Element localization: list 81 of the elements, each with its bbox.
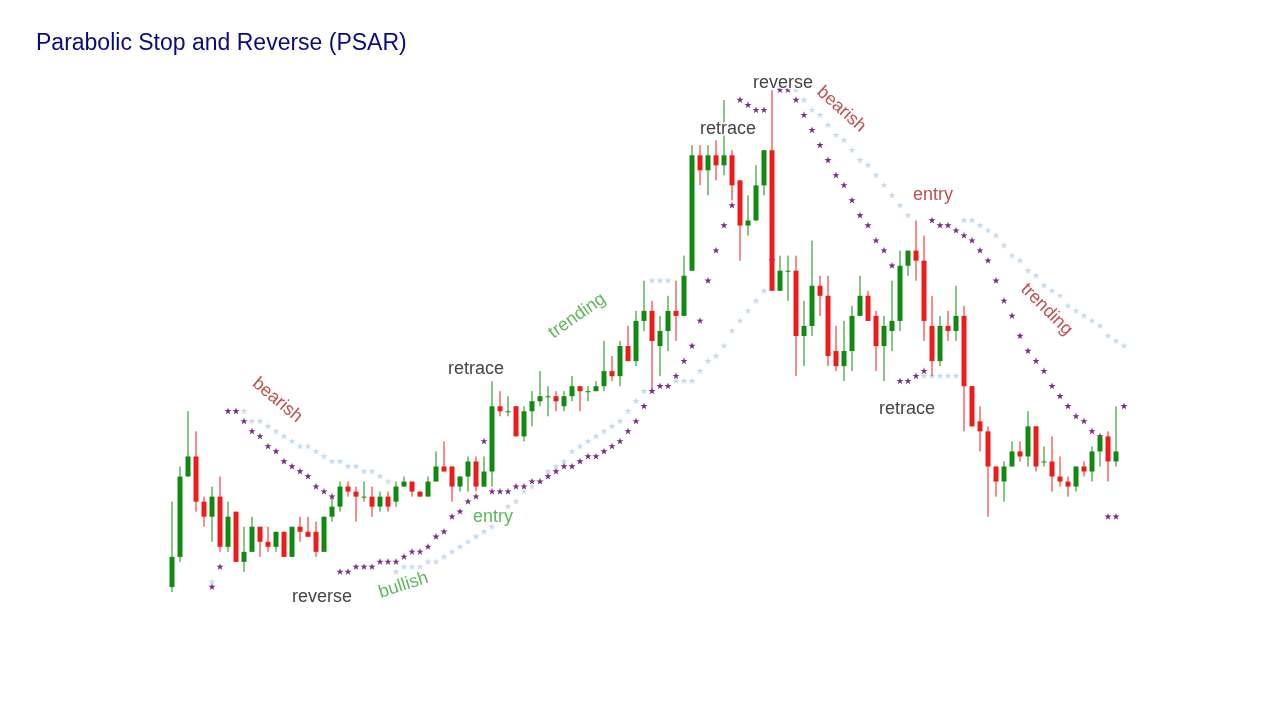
candlestick <box>1057 455 1063 488</box>
candlestick <box>1073 466 1079 493</box>
candlestick <box>1001 460 1007 503</box>
candlestick <box>601 340 607 392</box>
candlestick <box>449 466 455 503</box>
annotation: entry <box>472 506 514 526</box>
candlestick <box>209 486 215 543</box>
chart-title: Parabolic Stop and Reverse (PSAR) <box>36 29 407 55</box>
candlestick <box>889 280 895 352</box>
candlestick <box>297 516 303 543</box>
candlestick <box>353 486 359 523</box>
candlestick <box>433 450 439 483</box>
candlestick <box>369 486 375 518</box>
annotation: retrace <box>447 358 505 378</box>
candlestick <box>665 295 671 352</box>
candlestick <box>497 390 503 417</box>
candlestick <box>1097 435 1103 467</box>
annotation: bullish <box>375 566 431 602</box>
candlestick <box>185 410 191 478</box>
candlestick <box>377 491 383 513</box>
candlestick <box>465 455 471 493</box>
candlestick <box>625 325 631 362</box>
candlestick <box>1041 445 1047 467</box>
candlestick <box>801 300 807 367</box>
candlestick <box>569 375 575 402</box>
candlestick <box>385 491 391 513</box>
candlestick <box>657 315 663 377</box>
candlestick <box>345 481 351 498</box>
annotation: reverse <box>291 586 353 606</box>
candlestick <box>401 476 407 488</box>
candlestick <box>993 466 999 498</box>
candlestick <box>585 385 591 402</box>
candlestick <box>593 380 599 392</box>
candlestick <box>265 526 271 553</box>
candlestick <box>881 315 887 382</box>
candlestick <box>977 405 983 452</box>
candlestick <box>913 220 919 282</box>
candlestick <box>393 481 399 508</box>
candlestick <box>561 390 567 412</box>
candlestick <box>1049 435 1055 493</box>
candlestick <box>1065 476 1071 498</box>
candlestick <box>705 144 711 196</box>
candlestick <box>1017 440 1023 462</box>
candlestick <box>1089 445 1095 483</box>
candlestick <box>777 255 783 292</box>
candlestick <box>833 325 839 372</box>
annotation: reverse <box>752 72 814 92</box>
candlestick <box>1081 460 1087 478</box>
candlestick <box>641 280 647 332</box>
candlestick <box>313 521 319 558</box>
candlestick <box>257 526 263 558</box>
candlestick <box>945 310 951 342</box>
candlestick <box>337 481 343 513</box>
candlestick <box>1113 405 1119 467</box>
annotation: entry <box>912 184 954 204</box>
candlestick <box>577 385 583 412</box>
candlestick <box>241 526 247 573</box>
candlestick <box>785 255 791 302</box>
candlestick <box>953 285 959 342</box>
annotation: retrace <box>878 398 936 418</box>
candlestick <box>425 476 431 498</box>
candlestick <box>697 144 703 186</box>
candlestick <box>361 481 367 503</box>
candlestick <box>553 390 559 412</box>
candlestick <box>529 390 535 427</box>
candlestick <box>817 275 823 317</box>
candlestick <box>745 194 751 237</box>
candlestick <box>481 455 487 488</box>
candlestick <box>545 385 551 417</box>
candlestick <box>841 320 847 382</box>
candlestick <box>905 250 911 277</box>
candlestick <box>305 516 311 538</box>
candlestick <box>201 496 207 528</box>
candlestick <box>1009 440 1015 467</box>
candlestick <box>857 275 863 317</box>
candlestick <box>505 395 511 417</box>
candlestick <box>441 440 447 473</box>
candlestick <box>673 280 679 342</box>
candlestick <box>609 355 615 382</box>
candlestick <box>713 139 719 181</box>
candlestick <box>537 370 543 407</box>
